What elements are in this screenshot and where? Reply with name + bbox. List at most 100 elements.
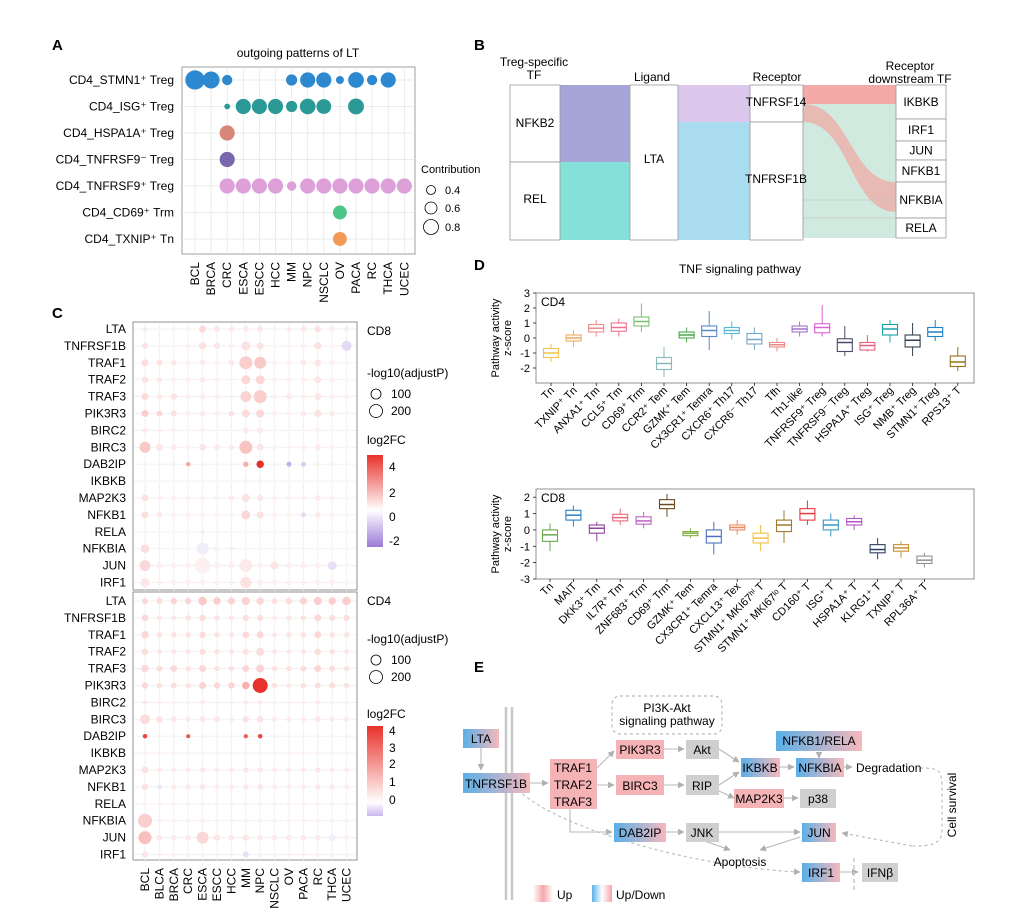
c-dot bbox=[199, 716, 206, 723]
c-dot bbox=[286, 716, 292, 722]
node-traf1-label: TRAF1 bbox=[554, 761, 592, 775]
c-dot bbox=[185, 512, 191, 518]
node-nfkb1-rela bbox=[776, 731, 862, 751]
node-rip bbox=[686, 775, 719, 795]
d-ytick: -2 bbox=[520, 363, 530, 375]
a-col-label-rc: RC bbox=[365, 262, 379, 280]
c-dot bbox=[329, 700, 335, 705]
c-dot bbox=[156, 665, 163, 672]
c-dot bbox=[185, 478, 191, 484]
c-dot bbox=[243, 461, 249, 467]
c-dot bbox=[254, 356, 267, 369]
c-dot bbox=[344, 512, 350, 518]
c-dot bbox=[229, 529, 234, 535]
a-dot bbox=[185, 70, 205, 90]
panel-c-dotplots: LTA TNFRSF1B TRAF1 TRAF2 TRAF3 PIK3R3 BIRC2 BIR… bbox=[64, 321, 448, 909]
c-dot bbox=[286, 700, 292, 705]
c-dot bbox=[329, 801, 335, 807]
c-dot bbox=[138, 813, 152, 828]
c-dot bbox=[300, 359, 307, 366]
c-dot bbox=[329, 682, 336, 689]
c-dot bbox=[329, 818, 335, 823]
c-dot bbox=[194, 557, 211, 574]
c-dot bbox=[272, 546, 277, 551]
c-dot bbox=[272, 615, 278, 621]
c-dot bbox=[228, 834, 235, 841]
c-col-label-ucec: UCEC bbox=[340, 868, 354, 902]
c-gene-label-birc2: BIRC2 bbox=[91, 423, 127, 437]
c-dot bbox=[156, 767, 162, 773]
c-cd8-color-tick: 2 bbox=[389, 486, 396, 500]
c-dot bbox=[185, 649, 191, 655]
c-dot bbox=[300, 393, 307, 400]
c-dot bbox=[229, 478, 234, 484]
c-dot bbox=[171, 343, 177, 349]
a-col-label-ucec: UCEC bbox=[397, 262, 411, 296]
c-dot bbox=[300, 579, 307, 586]
c-dot bbox=[213, 597, 221, 605]
c-dot bbox=[272, 801, 277, 807]
c-dot bbox=[214, 410, 220, 417]
c-dot bbox=[171, 801, 177, 807]
c-cd4-colorbar bbox=[367, 726, 383, 816]
c-dot bbox=[329, 428, 335, 433]
flow-tnfrsf14-ikbkb bbox=[803, 85, 896, 104]
legend-circle-small bbox=[426, 185, 436, 195]
d-cat-label-tn: Tn bbox=[540, 385, 558, 403]
c-dot bbox=[229, 852, 234, 857]
c-dot bbox=[329, 529, 335, 535]
c-dot bbox=[344, 428, 349, 433]
c-dot bbox=[215, 734, 219, 739]
c-dot bbox=[140, 714, 150, 725]
c-dot bbox=[200, 495, 206, 501]
c-dot bbox=[329, 716, 335, 722]
c-dot bbox=[157, 546, 162, 551]
flow-lta-tnfrsf1b bbox=[678, 122, 750, 240]
a-dot bbox=[348, 72, 364, 88]
a-col-label-mm: MM bbox=[285, 262, 299, 282]
c-dot bbox=[199, 767, 206, 773]
c-dot bbox=[200, 529, 205, 535]
c-dot bbox=[214, 562, 220, 569]
c-dot bbox=[343, 614, 350, 621]
node-irf1-e-label: IRF1 bbox=[808, 866, 834, 880]
c-dot bbox=[286, 562, 292, 569]
a-dot bbox=[335, 76, 344, 84]
c-dot bbox=[272, 343, 278, 349]
c-dot bbox=[198, 596, 207, 606]
panel-label-d: D bbox=[474, 257, 485, 274]
c-dot bbox=[185, 394, 191, 400]
c-dot bbox=[272, 478, 277, 484]
c-dot bbox=[171, 649, 177, 655]
c-dot bbox=[243, 478, 249, 484]
c-dot bbox=[315, 546, 321, 551]
c-dot bbox=[344, 734, 349, 739]
node-akt bbox=[686, 740, 719, 759]
c-gene-label-irf1: IRF1 bbox=[100, 848, 126, 862]
c-dot bbox=[328, 597, 336, 605]
c-dot bbox=[344, 716, 350, 722]
c-dot bbox=[142, 598, 148, 604]
c-dot bbox=[286, 529, 292, 535]
c-dot bbox=[257, 818, 263, 823]
c-dot bbox=[239, 559, 253, 573]
c-dot bbox=[228, 716, 234, 722]
c-dot bbox=[286, 834, 292, 841]
c-dot bbox=[185, 326, 191, 332]
c-dot bbox=[271, 682, 278, 689]
c-dot bbox=[229, 461, 234, 467]
c-cd4-color-tick: 4 bbox=[389, 724, 396, 738]
pi3k-group bbox=[611, 695, 723, 735]
c-dot bbox=[185, 784, 191, 790]
node-tnfrsf1b-e-label: TNFRSF1B bbox=[465, 777, 527, 791]
c-dot bbox=[243, 734, 248, 739]
legend-up-swatch bbox=[533, 885, 553, 902]
c-cd8-color-tick: -2 bbox=[389, 534, 400, 548]
c-dot bbox=[141, 766, 149, 774]
node-ikbkb-label: IKBKB bbox=[742, 761, 777, 775]
c-dot bbox=[185, 343, 191, 349]
c-col-label-npc: NPC bbox=[253, 868, 267, 894]
c-dot bbox=[286, 326, 292, 332]
c-dot bbox=[157, 326, 162, 332]
c-dot bbox=[156, 834, 163, 841]
